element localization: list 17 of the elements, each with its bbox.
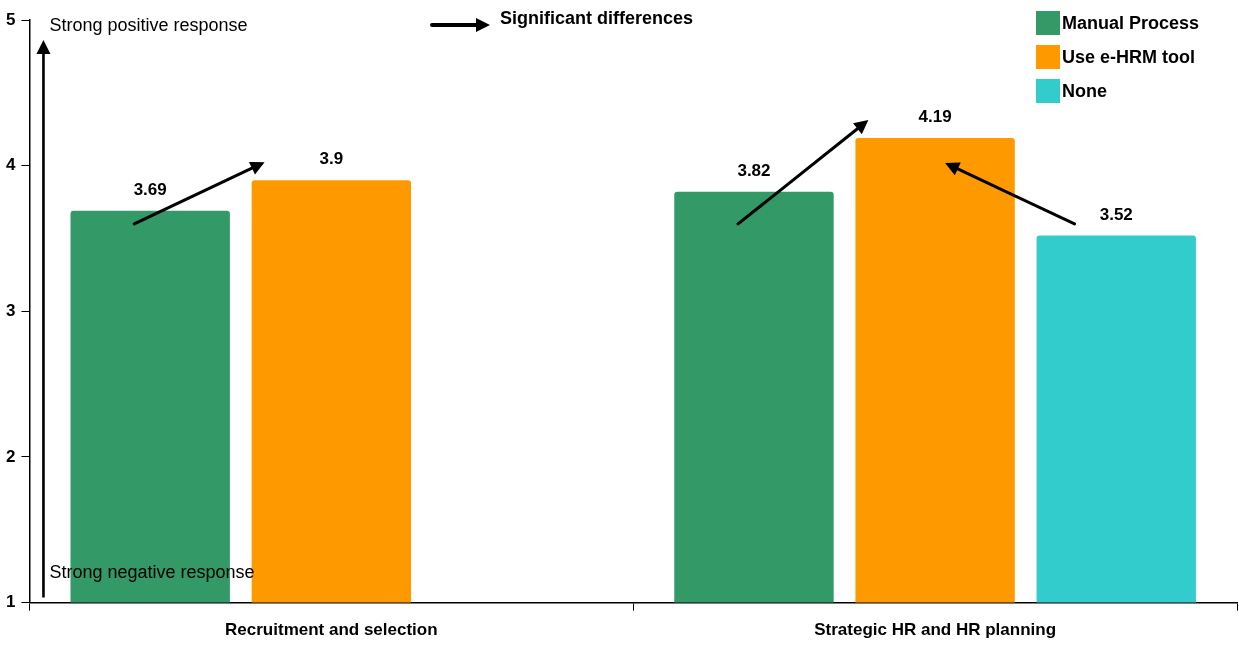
annotation: Strong positive response [49, 14, 248, 35]
y-tick-label: 3 [5, 300, 16, 320]
data-label: 4.19 [918, 107, 952, 127]
y-tick-label: 4 [5, 155, 16, 175]
data-label: 3.52 [1099, 204, 1133, 224]
legend-label: None [1061, 80, 1107, 102]
x-tick-label: Recruitment and selection [225, 620, 438, 640]
legend-label: Use e-HRM tool [1061, 46, 1195, 68]
data-label: 3.69 [133, 179, 167, 199]
y-tick-label: 2 [5, 446, 16, 466]
data-label: 3.9 [319, 149, 344, 169]
data-label: 3.82 [737, 161, 771, 181]
x-tick-label: Strategic HR and HR planning [814, 620, 1057, 640]
y-tick-label: 5 [5, 9, 16, 29]
annotation: Significant differences [500, 7, 694, 28]
y-tick-label: 1 [5, 592, 16, 612]
legend-label: Manual Process [1061, 12, 1199, 34]
